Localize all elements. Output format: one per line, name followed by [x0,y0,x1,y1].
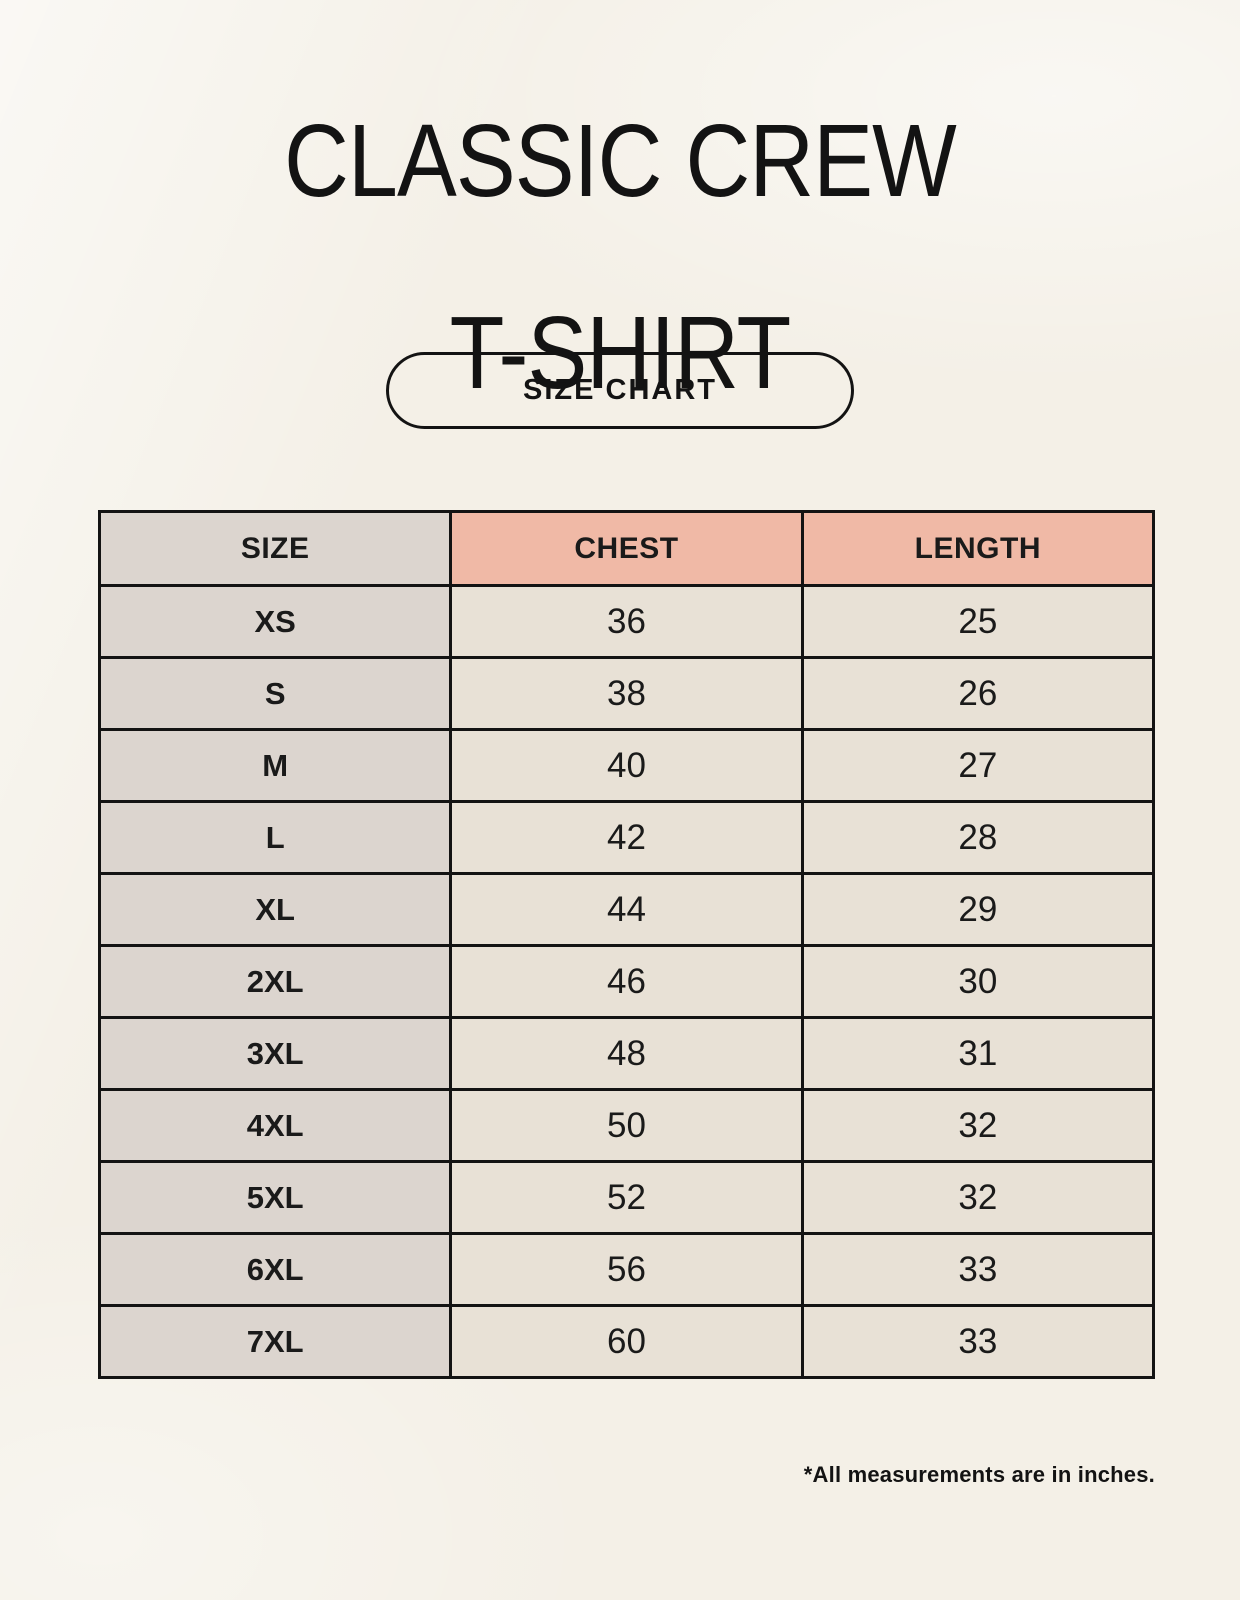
length-cell: 33 [800,1232,1156,1307]
chest-cell: 56 [449,1232,804,1307]
length-cell: 33 [800,1304,1156,1379]
length-cell: 30 [800,944,1156,1019]
size-chart-table-body: XS 36 25 S 38 26 M 40 27 L 42 28 XL 44 29 2XL 46 30 3XL 48 3… [97,584,1156,1379]
size-chart-button-label: SIZE CHART [523,374,717,406]
column-header-size: SIZE [97,510,453,587]
size-chart-button[interactable]: SIZE CHART [386,352,854,429]
length-cell: 25 [800,584,1156,659]
size-cell: XS [97,584,453,659]
chest-cell: 46 [449,944,804,1019]
header-row: SIZE CHEST LENGTH [97,510,1156,587]
table-row: L 42 28 [97,800,1156,875]
length-cell: 28 [800,800,1156,875]
table-row: S 38 26 [97,656,1156,731]
chest-cell: 52 [449,1160,804,1235]
length-cell: 31 [800,1016,1156,1091]
size-cell: 5XL [97,1160,453,1235]
chest-cell: 38 [449,656,804,731]
column-header-length: LENGTH [800,510,1156,587]
size-cell: S [97,656,453,731]
length-cell: 27 [800,728,1156,803]
size-cell: 6XL [97,1232,453,1307]
size-cell: XL [97,872,453,947]
size-cell: 4XL [97,1088,453,1163]
size-cell: 7XL [97,1304,453,1379]
table-row: 7XL 60 33 [97,1304,1156,1379]
chest-cell: 60 [449,1304,804,1379]
table-row: 4XL 50 32 [97,1088,1156,1163]
table-row: 6XL 56 33 [97,1232,1156,1307]
length-cell: 29 [800,872,1156,947]
chest-cell: 44 [449,872,804,947]
size-cell: 2XL [97,944,453,1019]
table-row: 3XL 48 31 [97,1016,1156,1091]
table-row: XL 44 29 [97,872,1156,947]
chest-cell: 48 [449,1016,804,1091]
size-cell: 3XL [97,1016,453,1091]
size-cell: L [97,800,453,875]
chest-cell: 50 [449,1088,804,1163]
chest-cell: 36 [449,584,804,659]
size-chart-table: SIZE CHEST LENGTH XS 36 25 S 38 26 M 40 27 L 42 28 XL 4… [97,510,1156,1379]
page-title-line1: CLASSIC CREW [284,103,957,218]
table-row: M 40 27 [97,728,1156,803]
table-row: 2XL 46 30 [97,944,1156,1019]
length-cell: 32 [800,1160,1156,1235]
length-cell: 32 [800,1088,1156,1163]
table-row: XS 36 25 [97,584,1156,659]
size-cell: M [97,728,453,803]
column-header-chest: CHEST [449,510,804,587]
table-row: 5XL 52 32 [97,1160,1156,1235]
length-cell: 26 [800,656,1156,731]
size-chart-table-header: SIZE CHEST LENGTH [97,510,1156,587]
measurements-footnote: *All measurements are in inches. [803,1462,1155,1487]
chest-cell: 42 [449,800,804,875]
chest-cell: 40 [449,728,804,803]
